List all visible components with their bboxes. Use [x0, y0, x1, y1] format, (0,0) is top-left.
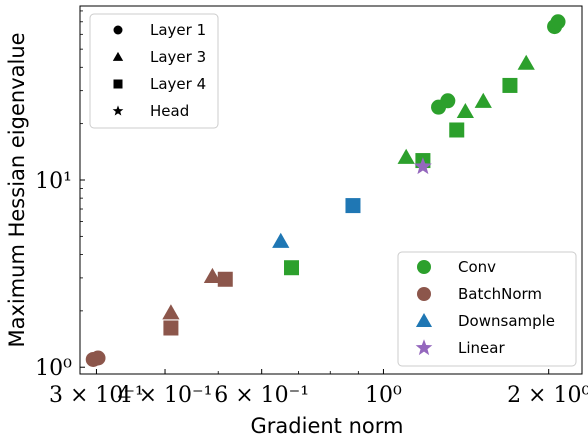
data-point-triangle: [272, 232, 290, 248]
legend-marker-star: [112, 105, 124, 116]
y-axis-label: Maximum Hessian eigenvalue: [5, 32, 29, 347]
legend-label: Downsample: [458, 312, 555, 330]
legend-label: BatchNorm: [458, 285, 542, 303]
x-tick-label: 2 × 10⁰: [507, 383, 588, 408]
data-point-square: [217, 271, 233, 287]
x-tick-label: 6 × 10⁻¹: [214, 383, 309, 408]
data-point-square: [345, 198, 361, 214]
x-axis-label: Gradient norm: [251, 414, 404, 438]
data-point-square: [163, 320, 179, 336]
legend-marker-star: [415, 339, 433, 356]
data-point-triangle: [397, 148, 415, 164]
data-point-circle: [440, 93, 456, 109]
legend-marker-triangle: [415, 312, 433, 328]
legend-label: Layer 1: [150, 21, 206, 39]
x-tick-label: 10⁰: [365, 383, 402, 408]
data-point-triangle: [517, 54, 535, 70]
legend-label: Layer 3: [150, 48, 206, 66]
legend-label: Linear: [458, 339, 505, 357]
legend-label: Layer 4: [150, 75, 206, 93]
data-point-circle: [90, 350, 106, 366]
legend-marker-triangle: [112, 51, 124, 61]
x-tick-label: 4 × 10⁻¹: [118, 383, 213, 408]
marker-legend: Layer 1 Layer 3 Layer 4 Head: [89, 13, 219, 129]
x-axis: 3 × 10⁻¹4 × 10⁻¹ 6 × 10⁻¹ 10⁰ 2 × 10⁰: [49, 369, 588, 408]
data-point-triangle: [456, 102, 474, 119]
legend-marker-circle: [417, 287, 431, 301]
marker-legend-box: [89, 13, 219, 129]
legend-marker-square: [113, 79, 123, 89]
data-point-circle: [550, 14, 566, 30]
y-tick-label: 10¹: [35, 169, 72, 194]
data-points: [85, 14, 566, 367]
data-point-square: [449, 122, 465, 138]
x-tick-label: 3 × 10⁻¹: [49, 383, 144, 408]
y-tick-label: 10⁰: [35, 356, 72, 381]
data-point-square: [284, 260, 300, 276]
plot-frame: [79, 5, 583, 375]
legend-marker-circle: [113, 25, 123, 35]
color-legend: Conv BatchNorm Downsample Linear: [397, 251, 577, 367]
data-point-star: [413, 157, 432, 175]
color-legend-box: [397, 251, 577, 367]
legend-label: Conv: [458, 258, 496, 276]
y-axis: 10⁰ 10¹: [35, 10, 85, 381]
legend-marker-circle: [417, 260, 431, 274]
data-point-triangle: [162, 304, 180, 320]
data-point-square: [502, 77, 518, 93]
legend-label: Head: [150, 102, 189, 120]
data-point-triangle: [203, 267, 222, 284]
data-point-triangle: [474, 92, 492, 108]
